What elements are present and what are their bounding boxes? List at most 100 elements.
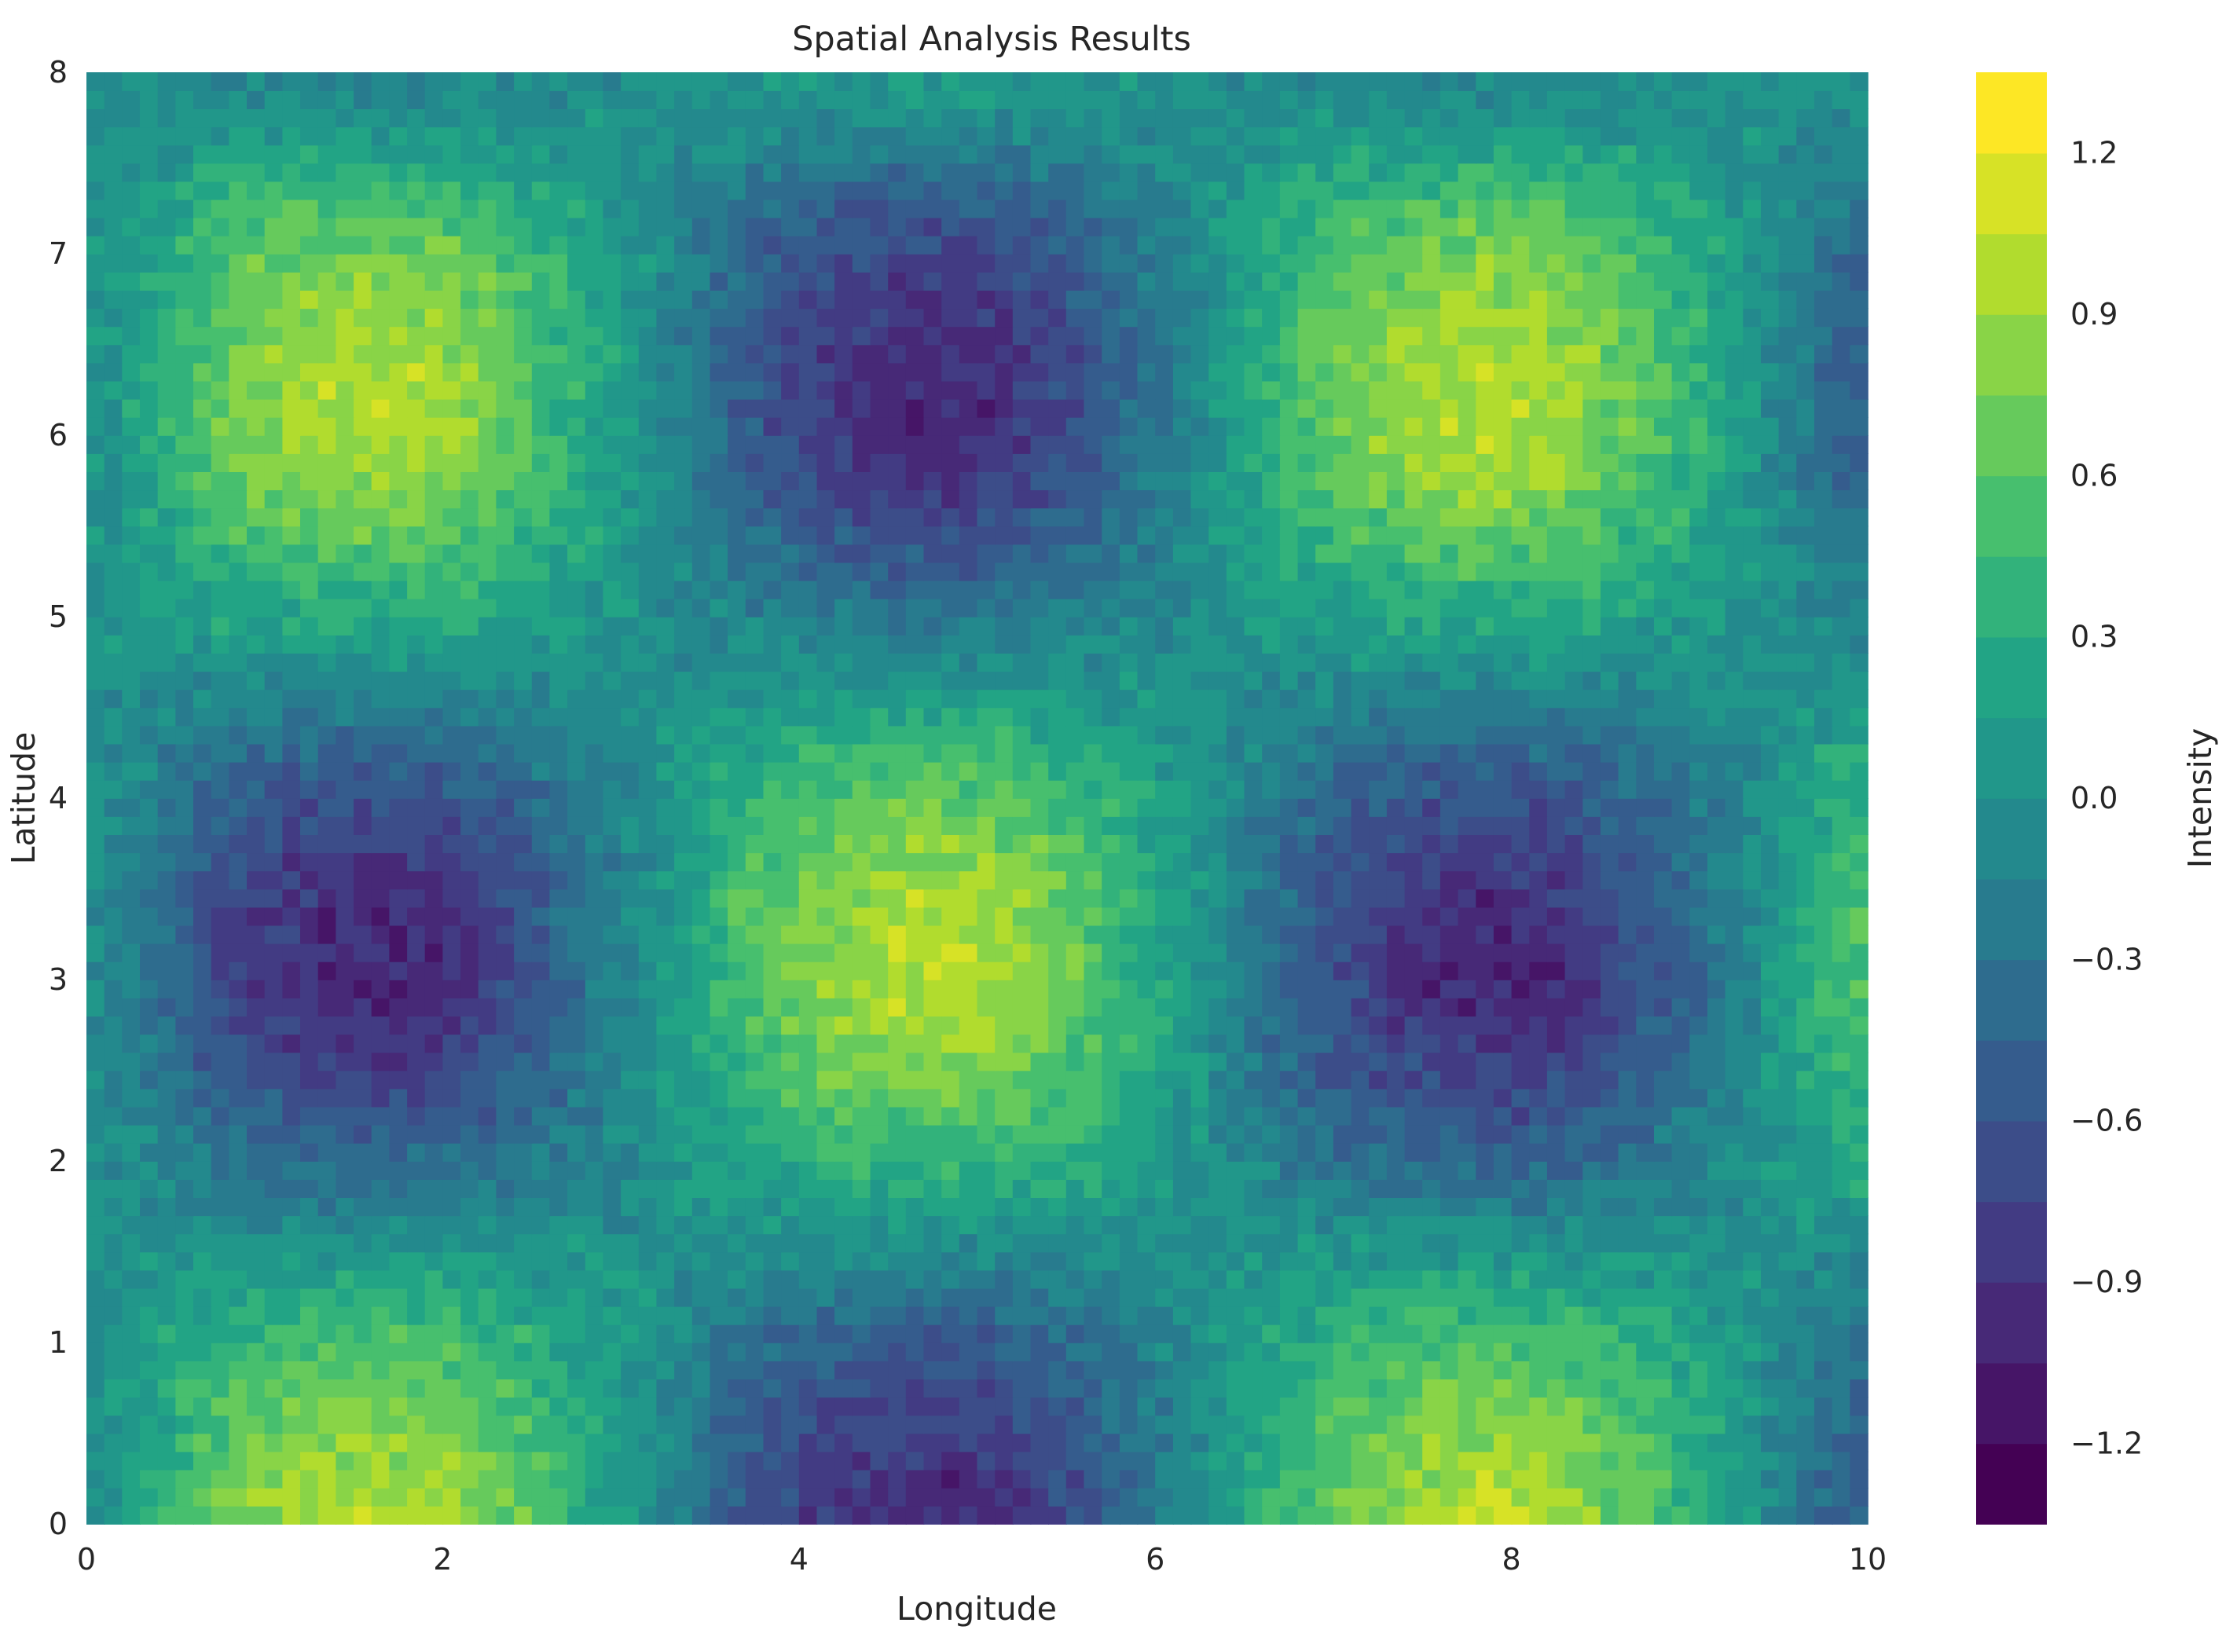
contour-cell: [1511, 907, 1531, 926]
contour-cell: [1155, 1288, 1174, 1307]
contour-cell: [745, 852, 765, 872]
contour-cell: [621, 1433, 640, 1452]
contour-cell: [211, 1016, 230, 1035]
contour-cell: [870, 1161, 889, 1180]
contour-cell: [175, 1397, 194, 1416]
contour-cell: [1262, 1505, 1281, 1525]
contour-cell: [870, 617, 889, 636]
contour-cell: [603, 834, 622, 854]
contour-cell: [1155, 725, 1174, 745]
contour-cell: [1582, 653, 1601, 672]
contour-cell: [389, 617, 408, 636]
contour-cell: [496, 961, 515, 980]
contour-cell: [603, 980, 622, 998]
contour-cell: [728, 1251, 746, 1271]
contour-cell: [1386, 1487, 1406, 1507]
contour-cell: [122, 1197, 141, 1217]
contour-cell: [1065, 1415, 1085, 1434]
contour-cell: [638, 1052, 658, 1071]
contour-cell: [1279, 1197, 1299, 1217]
contour-cell: [1279, 998, 1299, 1016]
contour-cell: [1155, 671, 1174, 690]
contour-cell: [140, 961, 159, 980]
contour-cell: [1654, 1215, 1673, 1235]
contour-cell: [1743, 1106, 1762, 1126]
contour-cell: [1155, 1161, 1174, 1180]
contour-cell: [1671, 1505, 1691, 1525]
contour-cell: [1102, 779, 1120, 799]
contour-cell: [1654, 943, 1673, 962]
contour-cell: [798, 1487, 818, 1507]
contour-cell: [1172, 1251, 1192, 1271]
contour-cell: [1386, 617, 1406, 636]
contour-cell: [959, 816, 978, 835]
contour-cell: [603, 816, 622, 835]
contour-cell: [229, 1142, 248, 1162]
contour-cell: [122, 1324, 141, 1343]
contour-cell: [1493, 1142, 1513, 1162]
contour-cell: [923, 1106, 942, 1126]
contour-cell: [781, 1433, 800, 1452]
contour-cell: [354, 707, 372, 727]
contour-cell: [1422, 779, 1441, 799]
contour-cell: [567, 635, 586, 654]
contour-cell: [531, 1197, 551, 1217]
contour-cell: [603, 1034, 622, 1053]
contour-cell: [1529, 1379, 1548, 1398]
contour-cell: [1439, 907, 1459, 926]
contour-cell: [1546, 635, 1566, 654]
contour-cell: [1743, 1361, 1762, 1379]
contour-cell: [1832, 1106, 1851, 1126]
contour-cell: [888, 1197, 907, 1217]
contour-cell: [1778, 1215, 1798, 1235]
contour-cell: [1529, 1361, 1548, 1379]
contour-cell: [1671, 1415, 1691, 1434]
contour-cell: [1618, 798, 1637, 817]
contour-cell: [888, 1487, 907, 1507]
contour-cell: [1386, 1306, 1406, 1325]
contour-cell: [1190, 925, 1209, 944]
contour-cell: [1761, 1288, 1780, 1307]
contour-cell: [478, 1233, 497, 1253]
contour-cell: [1725, 1034, 1744, 1053]
contour-cell: [104, 1469, 123, 1489]
contour-cell: [354, 1487, 372, 1507]
contour-cell: [1778, 980, 1798, 998]
contour-cell: [157, 943, 177, 962]
contour-cell: [1654, 961, 1673, 980]
contour-cell: [1012, 1197, 1032, 1217]
contour-cell: [247, 1233, 266, 1253]
contour-cell: [1048, 1233, 1067, 1253]
contour-cell: [496, 943, 515, 962]
contour-cell: [995, 798, 1014, 817]
contour-cell: [834, 725, 853, 745]
contour-cell: [1422, 617, 1441, 636]
contour-cell: [1333, 1361, 1352, 1379]
contour-cell: [1743, 1288, 1762, 1307]
contour-cell: [977, 1269, 996, 1289]
contour-cell: [1600, 1215, 1619, 1235]
contour-cell: [959, 852, 978, 872]
contour-cell: [1600, 1433, 1619, 1452]
contour-cell: [1850, 1505, 1868, 1525]
contour-cell: [959, 1324, 978, 1343]
contour-cell: [371, 1324, 391, 1343]
contour-cell: [1654, 1161, 1673, 1180]
contour-cell: [1529, 798, 1548, 817]
contour-cell: [1404, 1306, 1424, 1325]
contour-cell: [1172, 725, 1192, 745]
contour-cell: [1333, 635, 1352, 654]
contour-cell: [371, 617, 391, 636]
contour-cell: [407, 1306, 426, 1325]
contour-cell: [691, 743, 711, 763]
contour-cell: [496, 1288, 515, 1307]
contour-cell: [354, 1361, 372, 1379]
contour-cell: [1422, 1361, 1441, 1379]
contour-cell: [1832, 943, 1851, 962]
contour-cell: [977, 1034, 996, 1053]
contour-cell: [728, 1379, 746, 1398]
contour-cell: [1458, 1070, 1477, 1090]
contour-cell: [1262, 653, 1281, 672]
contour-cell: [1404, 1451, 1424, 1471]
contour-cell: [870, 943, 889, 962]
